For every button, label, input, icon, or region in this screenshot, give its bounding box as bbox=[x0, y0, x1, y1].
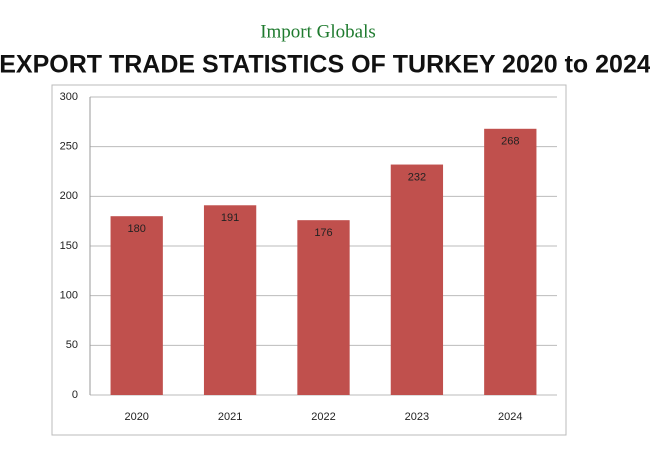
y-tick-label: 250 bbox=[60, 141, 78, 153]
y-tick-label: 100 bbox=[60, 290, 78, 302]
y-tick-label: 200 bbox=[60, 190, 78, 202]
data-label: 232 bbox=[408, 171, 426, 183]
x-tick-label: 2022 bbox=[311, 411, 335, 423]
y-tick-label: 0 bbox=[72, 389, 78, 401]
bar bbox=[297, 220, 350, 395]
brand-logo: Import Globals bbox=[260, 21, 376, 42]
x-tick-label: 2024 bbox=[498, 411, 522, 423]
data-label: 180 bbox=[128, 223, 146, 235]
bar bbox=[110, 216, 163, 395]
bar bbox=[203, 205, 257, 395]
y-tick-label: 300 bbox=[60, 91, 78, 103]
bar bbox=[484, 128, 537, 395]
y-tick-label: 150 bbox=[60, 240, 78, 252]
chart-title: EXPORT TRADE STATISTICS OF TURKEY 2020 t… bbox=[0, 51, 650, 79]
bar bbox=[390, 164, 444, 395]
data-label: 191 bbox=[221, 212, 239, 224]
x-tick-label: 2021 bbox=[218, 411, 242, 423]
x-tick-label: 2023 bbox=[405, 411, 429, 423]
x-tick-label: 2020 bbox=[124, 411, 148, 423]
data-label: 268 bbox=[501, 136, 519, 148]
y-tick-label: 50 bbox=[66, 339, 78, 351]
data-label: 176 bbox=[314, 227, 332, 239]
